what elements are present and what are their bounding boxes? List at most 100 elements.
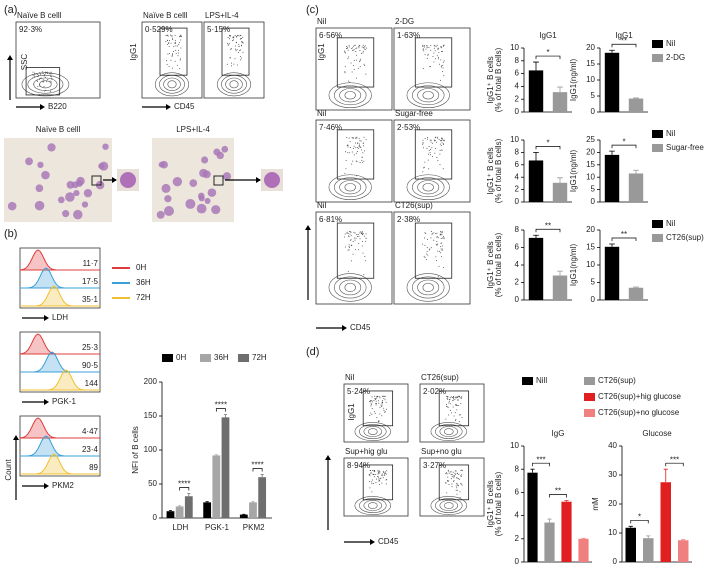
event-dot [358, 67, 360, 69]
event-dot [377, 471, 379, 473]
arrow-head [13, 435, 19, 440]
y-tick-label: 0 [515, 107, 520, 116]
y-axis-label: (% of total B cells) [494, 138, 503, 203]
event-dot [345, 168, 347, 170]
event-dot [175, 49, 177, 51]
event-dot [353, 59, 355, 61]
event-dot [171, 67, 173, 69]
event-dot [430, 139, 432, 141]
event-dot [383, 472, 385, 474]
y-tick-label: 20 [586, 225, 595, 234]
event-dot [456, 396, 458, 398]
event-dot [166, 63, 168, 65]
event-dot [172, 54, 174, 56]
bar [528, 237, 544, 300]
event-dot [344, 172, 346, 174]
event-dot [168, 43, 170, 45]
event-dot [433, 44, 435, 46]
y-axis-label: IgG1(ng/ml) [569, 244, 578, 287]
event-dot [448, 402, 450, 404]
event-dot [438, 63, 440, 65]
histogram [19, 267, 100, 289]
gate [362, 464, 394, 501]
event-dot [426, 57, 428, 59]
event-dot [380, 477, 382, 479]
bar [528, 70, 544, 112]
event-dot [446, 406, 448, 408]
legend-label: 36H [136, 278, 151, 287]
event-dot [46, 81, 48, 83]
event-dot [174, 34, 176, 36]
flow-title: Nil [345, 373, 355, 382]
error-bar [533, 61, 539, 71]
event-dot [433, 52, 435, 54]
event-dot [429, 248, 431, 250]
event-dot [379, 471, 381, 473]
event-dot [368, 481, 370, 483]
event-dot [240, 57, 242, 59]
y-axis-label: Count [4, 459, 13, 481]
bar [678, 540, 689, 562]
event-dot [352, 160, 354, 162]
event-dot [383, 407, 385, 409]
flow-plot [315, 211, 393, 305]
event-dot [237, 51, 239, 53]
event-dot [445, 418, 447, 420]
event-dot [43, 90, 45, 92]
contour [21, 72, 70, 97]
y-axis-label: SSC [20, 54, 29, 71]
contour [163, 77, 181, 91]
y-tick-label: 5 [591, 185, 596, 194]
significance-bracket [179, 487, 190, 491]
event-dot [422, 45, 424, 47]
event-dot [352, 64, 354, 66]
contour [435, 498, 463, 513]
contour [417, 180, 440, 195]
event-dot [346, 232, 348, 234]
flow-title: Naïve B celll [17, 11, 62, 20]
event-dot [426, 138, 428, 140]
flow-plot [203, 21, 265, 99]
event-dot [373, 411, 375, 413]
legend-swatch [652, 144, 663, 152]
event-dot [455, 397, 457, 399]
event-dot [49, 73, 51, 75]
arrow-head [342, 325, 347, 331]
event-dot [356, 161, 358, 163]
event-dot [358, 146, 360, 148]
y-tick-label: 30 [608, 470, 617, 479]
flow-title: Sup+hig glu [345, 447, 387, 456]
event-dot [434, 140, 436, 142]
contour [216, 72, 252, 97]
event-dot [385, 483, 387, 485]
event-dot [443, 235, 445, 237]
event-dot [42, 81, 44, 83]
event-dot [361, 46, 363, 48]
event-dot [36, 73, 38, 75]
event-dot [441, 137, 443, 139]
event-dot [384, 410, 386, 412]
event-dot [422, 171, 424, 173]
event-dot [454, 473, 456, 475]
event-dot [49, 80, 51, 82]
y-tick-label: 2 [515, 534, 520, 543]
significance: *** [670, 455, 679, 464]
event-dot [356, 136, 358, 138]
contour [422, 282, 434, 292]
event-dot [440, 79, 442, 81]
event-dot [379, 413, 381, 415]
event-dot [447, 469, 449, 471]
contour [344, 282, 356, 292]
event-dot [359, 61, 361, 63]
event-dot [436, 236, 438, 238]
legend-label: Nil [666, 129, 676, 138]
x-tick-label: PGK-1 [205, 523, 230, 532]
event-dot [355, 152, 357, 154]
legend-label: 36H [214, 353, 229, 362]
event-dot [359, 238, 361, 240]
event-dot [233, 36, 235, 38]
image-caption: Naïve B celll [36, 125, 81, 134]
event-dot [428, 145, 430, 147]
event-dot [461, 396, 463, 398]
event-dot [353, 237, 355, 239]
